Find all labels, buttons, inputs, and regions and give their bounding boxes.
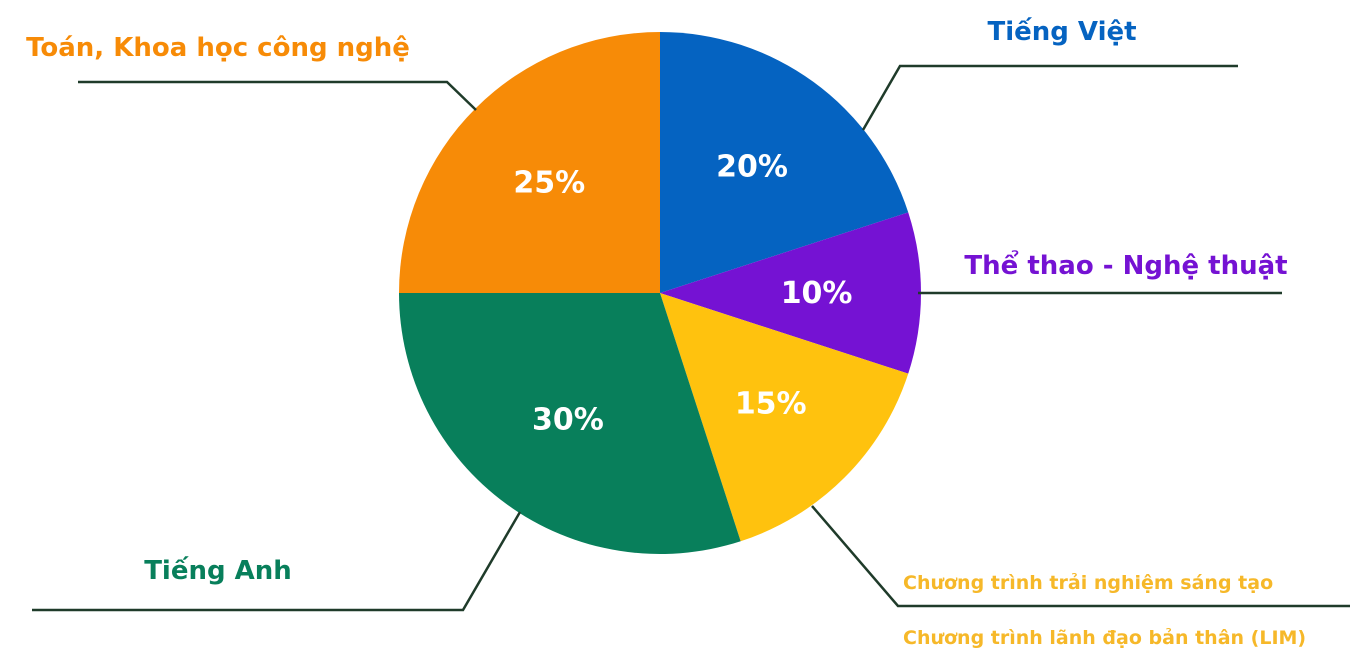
category-label-trai-nghiem: Chương trình trải nghiệm sáng tạo — [903, 572, 1273, 594]
percent-labels-group: 20% 10% 15% 30% 25% — [513, 149, 852, 437]
percent-label-trai-nghiem: 15% — [735, 387, 807, 422]
leader-line-trai-nghiem — [811, 505, 1350, 608]
category-label-toan: Toán, Khoa học công nghệ — [26, 33, 410, 63]
leader-line-tieng-viet — [861, 64, 1238, 131]
category-label-tieng-anh: Tiếng Anh — [144, 555, 292, 586]
percent-label-toan: 25% — [513, 165, 585, 200]
category-label-lanh-dao: Chương trình lãnh đạo bản thân (LIM) — [903, 627, 1306, 649]
leader-line-toan — [78, 80, 477, 111]
pie-slice-tieng-viet — [660, 32, 909, 293]
percent-label-the-thao: 10% — [781, 276, 853, 311]
leader-line-tieng-anh — [32, 511, 522, 612]
slices-group — [399, 32, 922, 554]
category-label-tieng-viet: Tiếng Việt — [987, 16, 1136, 47]
percent-label-tieng-viet: 20% — [716, 149, 788, 184]
pie-slice-tieng-anh — [399, 293, 741, 554]
percent-label-tieng-anh: 30% — [532, 403, 604, 438]
pie-slice-the-thao — [660, 212, 922, 374]
pie-slice-toan — [399, 32, 660, 293]
category-label-the-thao: Thể thao - Nghệ thuật — [964, 248, 1287, 281]
pie-slice-trai-nghiem — [660, 293, 909, 542]
